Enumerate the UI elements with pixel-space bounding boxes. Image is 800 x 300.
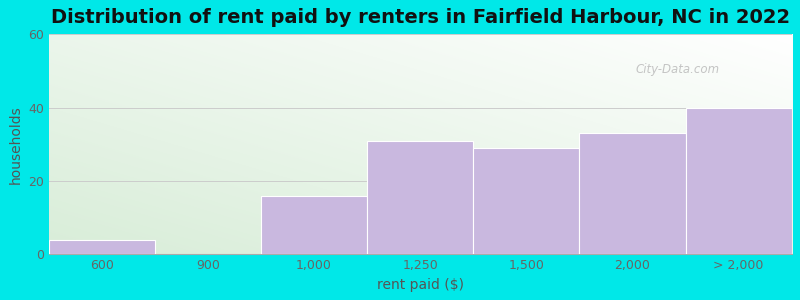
Bar: [49, 240, 154, 254]
Title: Distribution of rent paid by renters in Fairfield Harbour, NC in 2022: Distribution of rent paid by renters in …: [50, 8, 790, 27]
Bar: [474, 148, 579, 254]
Text: City-Data.com: City-Data.com: [636, 63, 720, 76]
X-axis label: rent paid ($): rent paid ($): [377, 278, 464, 292]
Bar: [367, 141, 474, 254]
Y-axis label: households: households: [8, 105, 22, 184]
Bar: [579, 134, 686, 254]
Bar: [686, 108, 792, 254]
Bar: [261, 196, 367, 254]
